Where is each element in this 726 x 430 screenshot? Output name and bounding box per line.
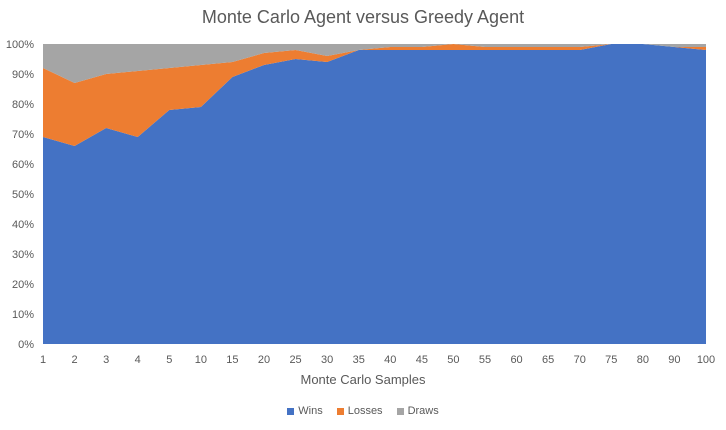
area-wins (43, 44, 706, 344)
y-tick-label: 20% (12, 279, 34, 291)
legend-item-draws: Draws (396, 405, 439, 417)
y-tick-label: 90% (12, 69, 34, 81)
legend-swatch (336, 407, 344, 415)
y-tick-label: 30% (12, 249, 34, 261)
x-tick-label: 5 (166, 354, 172, 366)
legend-label: Draws (407, 405, 439, 417)
y-tick-label: 50% (12, 189, 34, 201)
area-draws (43, 44, 706, 83)
x-tick-label: 80 (637, 354, 649, 366)
legend: Wins Losses Draws (0, 405, 726, 417)
x-tick-label: 30 (321, 354, 333, 366)
x-tick-label: 45 (416, 354, 428, 366)
chart-title: Monte Carlo Agent versus Greedy Agent (201, 7, 525, 27)
x-tick-label: 10 (195, 354, 207, 366)
x-tick-label: 1 (40, 354, 46, 366)
x-tick-label: 60 (510, 354, 522, 366)
legend-swatch (287, 407, 295, 415)
area-losses (43, 44, 706, 146)
x-tick-label: 25 (289, 354, 301, 366)
legend-item-losses: Losses (336, 405, 383, 417)
x-tick-label: 40 (384, 354, 396, 366)
x-tick-label: 15 (226, 354, 238, 366)
x-tick-label: 75 (605, 354, 617, 366)
x-tick-label: 50 (447, 354, 459, 366)
legend-swatch (396, 407, 404, 415)
y-tick-label: 60% (12, 159, 34, 171)
y-tick-label: 70% (12, 129, 34, 141)
x-tick-label: 35 (353, 354, 365, 366)
x-tick-label: 4 (135, 354, 141, 366)
x-tick-label: 100 (697, 354, 715, 366)
x-tick-label: 55 (479, 354, 491, 366)
x-axis-title: Monte Carlo Samples (300, 372, 426, 387)
x-tick-label: 2 (72, 354, 78, 366)
x-tick-label: 3 (103, 354, 109, 366)
legend-label: Wins (298, 405, 323, 417)
x-tick-label: 65 (542, 354, 554, 366)
x-tick-label: 20 (258, 354, 270, 366)
y-tick-label: 80% (12, 99, 34, 111)
y-tick-label: 10% (12, 309, 34, 321)
y-tick-label: 100% (6, 39, 34, 51)
legend-label: Losses (347, 405, 383, 417)
y-tick-label: 40% (12, 219, 34, 231)
y-tick-label: 0% (18, 339, 34, 351)
x-tick-label: 90 (668, 354, 680, 366)
legend-item-wins: Wins (287, 405, 323, 417)
x-tick-label: 70 (574, 354, 586, 366)
